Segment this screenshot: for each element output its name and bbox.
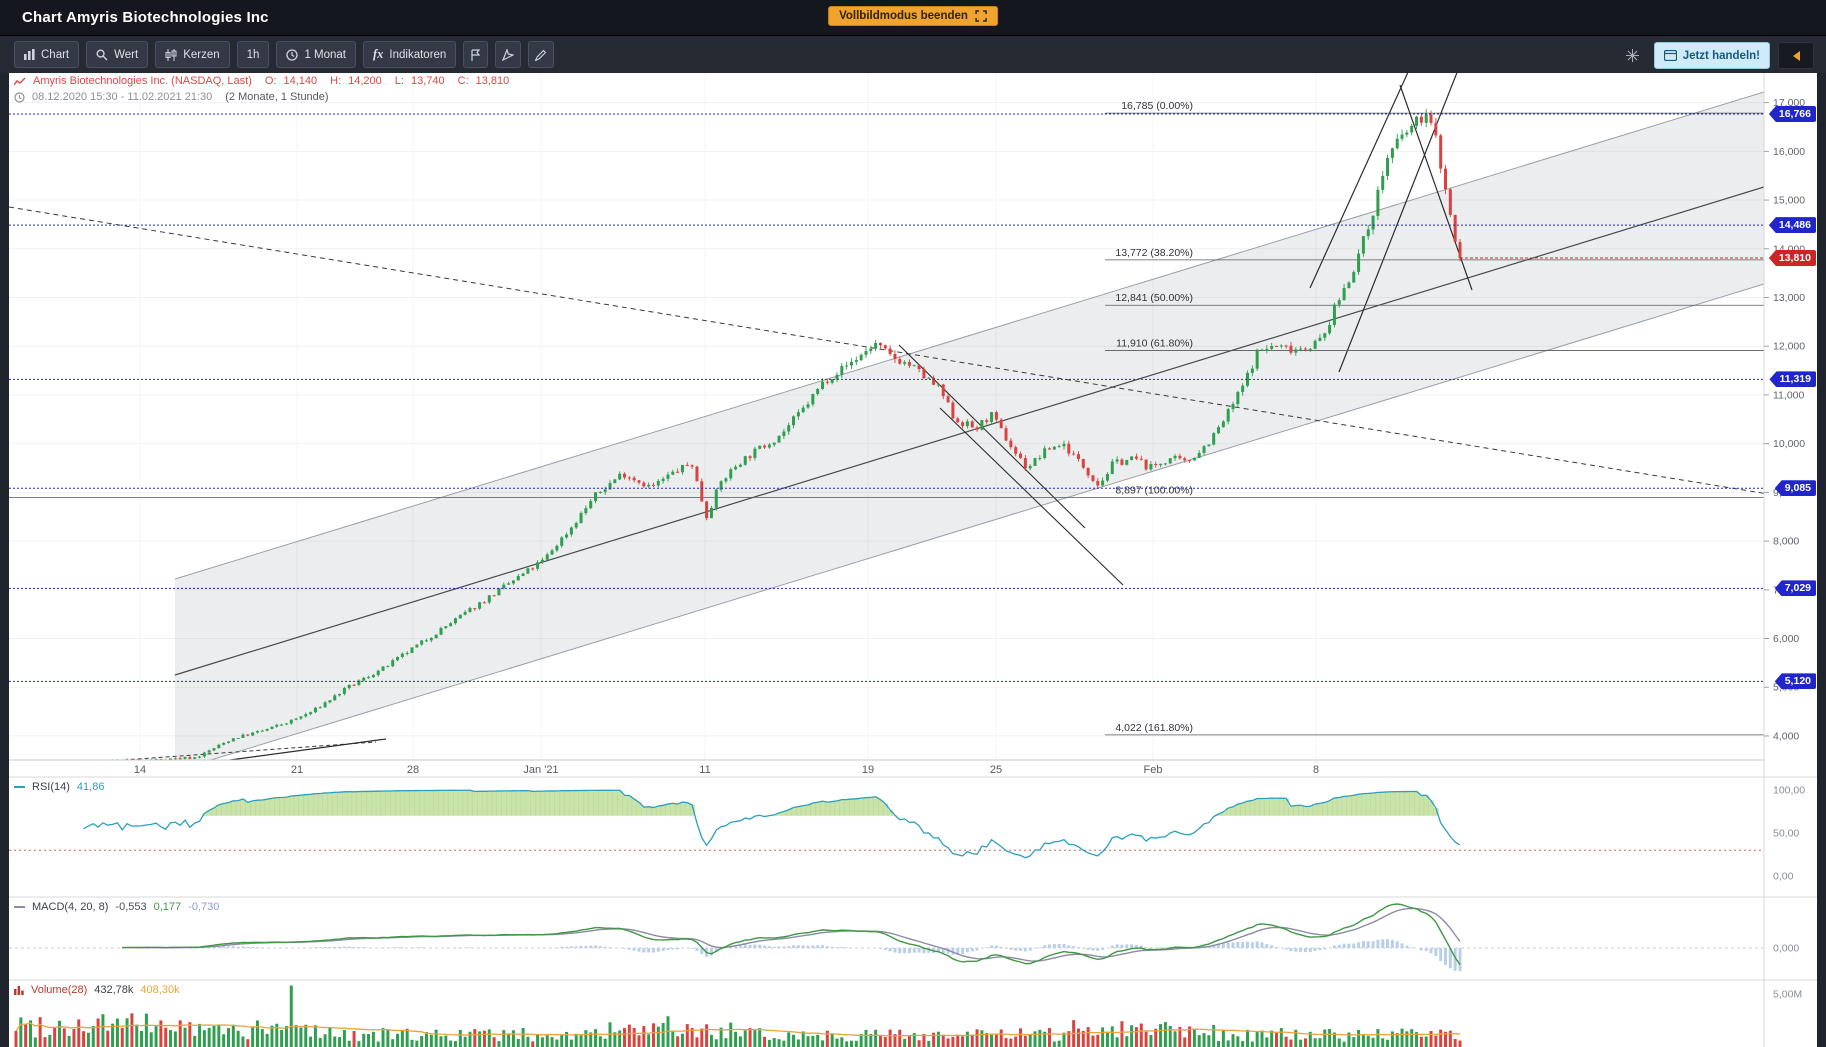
svg-text:4,000: 4,000 [1773, 730, 1799, 742]
snap-button[interactable] [1619, 42, 1646, 69]
trade-card-icon [1663, 50, 1677, 61]
svg-text:0,00: 0,00 [1773, 871, 1794, 883]
clock-icon [286, 48, 299, 61]
cursor-arrow-icon [502, 48, 515, 61]
svg-text:9,000: 9,000 [1773, 487, 1799, 499]
svg-text:11: 11 [699, 764, 710, 776]
exit-fullscreen-button[interactable]: Vollbildmodus beenden [828, 6, 998, 26]
candles-icon [165, 48, 177, 61]
svg-text:17,000: 17,000 [1773, 97, 1805, 109]
grid [9, 73, 1764, 760]
kerzen-button-label: Kerzen [183, 48, 220, 61]
period-label: 1 Monat [304, 48, 346, 61]
fullscreen-exit-icon [975, 10, 987, 22]
svg-text:15,000: 15,000 [1773, 195, 1805, 207]
svg-text:11,910 (61.80%): 11,910 (61.80%) [1116, 338, 1193, 350]
svg-text:13,772 (38.20%): 13,772 (38.20%) [1115, 247, 1193, 259]
svg-text:6,000: 6,000 [1773, 633, 1799, 645]
svg-text:8: 8 [1313, 764, 1319, 776]
toolbar-right: Jetzt handeln! [1619, 42, 1814, 69]
svg-text:19: 19 [862, 764, 874, 776]
window-header: Chart Amyris Biotechnologies Inc Vollbil… [0, 0, 1826, 36]
svg-text:8,897 (100.00%): 8,897 (100.00%) [1115, 484, 1193, 496]
pointer-button[interactable] [495, 41, 522, 68]
indikatoren-button[interactable]: fx Indikatoren [363, 41, 457, 68]
crosshair-icon [1625, 49, 1639, 62]
collapse-panel-button[interactable] [1778, 42, 1814, 69]
bar-chart-icon [24, 49, 35, 60]
draw-tools-button[interactable] [528, 41, 555, 68]
svg-text:13,000: 13,000 [1773, 292, 1805, 304]
svg-text:100,00: 100,00 [1773, 785, 1805, 797]
collapse-arrow-icon [1792, 50, 1800, 61]
interval-label: 1h [246, 48, 260, 61]
svg-text:28: 28 [407, 764, 419, 776]
fibonacci-retracement: 16,785 (0.00%) 13,772 (38.20%) 12,841 (50.… [9, 100, 1764, 736]
pencil-icon [535, 49, 547, 61]
svg-text:5,000: 5,000 [1773, 682, 1799, 694]
chart-button-label: Chart [41, 48, 70, 61]
trend-channel [174, 91, 1764, 760]
svg-text:Feb: Feb [1144, 764, 1163, 776]
rsi-panel [9, 789, 1764, 859]
exit-fullscreen-label: Vollbildmodus beenden [839, 10, 968, 22]
flag-icon [471, 48, 481, 61]
window-title: Chart Amyris Biotechnologies Inc [22, 9, 269, 26]
svg-text:12,000: 12,000 [1773, 341, 1805, 353]
bookmark-button[interactable] [463, 41, 489, 68]
svg-text:Jan '21: Jan '21 [523, 764, 558, 776]
candlestick-series [68, 108, 1462, 760]
svg-text:16,785 (0.00%): 16,785 (0.00%) [1121, 100, 1193, 112]
period-button[interactable]: 1 Monat [276, 41, 356, 68]
svg-text:14: 14 [134, 764, 146, 776]
svg-text:11,000: 11,000 [1773, 389, 1804, 401]
indikatoren-label: Indikatoren [389, 48, 447, 61]
svg-text:12,841 (50.00%): 12,841 (50.00%) [1115, 292, 1193, 304]
svg-text:7,000: 7,000 [1773, 584, 1799, 596]
chart-type-button[interactable]: Chart [14, 41, 80, 68]
wert-button-label: Wert [114, 48, 139, 61]
svg-text:4,022 (161.80%): 4,022 (161.80%) [1115, 722, 1193, 734]
kerzen-style-button[interactable]: Kerzen [155, 41, 230, 68]
svg-text:8,000: 8,000 [1773, 536, 1799, 548]
toolbar: Chart Wert Kerzen 1h 1 Monat fx Indikato… [0, 36, 1826, 73]
trade-button[interactable]: Jetzt handeln! [1653, 42, 1770, 69]
wert-search-button[interactable]: Wert [86, 41, 149, 68]
fx-icon: fx [373, 47, 384, 61]
svg-text:16,000: 16,000 [1773, 146, 1805, 158]
svg-text:10,000: 10,000 [1773, 438, 1805, 450]
svg-text:21: 21 [291, 764, 303, 776]
macd-panel [9, 903, 1764, 972]
svg-text:25: 25 [990, 764, 1002, 776]
svg-text:5,00M: 5,00M [1773, 989, 1802, 1001]
price-levels [9, 113, 1764, 682]
svg-text:14,000: 14,000 [1773, 243, 1805, 255]
svg-text:50,00: 50,00 [1773, 828, 1799, 840]
volume-panel [14, 985, 1462, 1047]
search-icon [96, 48, 108, 60]
trade-button-label: Jetzt handeln! [1682, 49, 1760, 62]
interval-button[interactable]: 1h [236, 41, 270, 68]
svg-text:0,000: 0,000 [1773, 943, 1799, 955]
